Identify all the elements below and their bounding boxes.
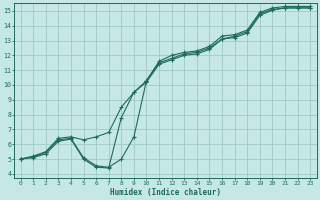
X-axis label: Humidex (Indice chaleur): Humidex (Indice chaleur): [110, 188, 221, 197]
